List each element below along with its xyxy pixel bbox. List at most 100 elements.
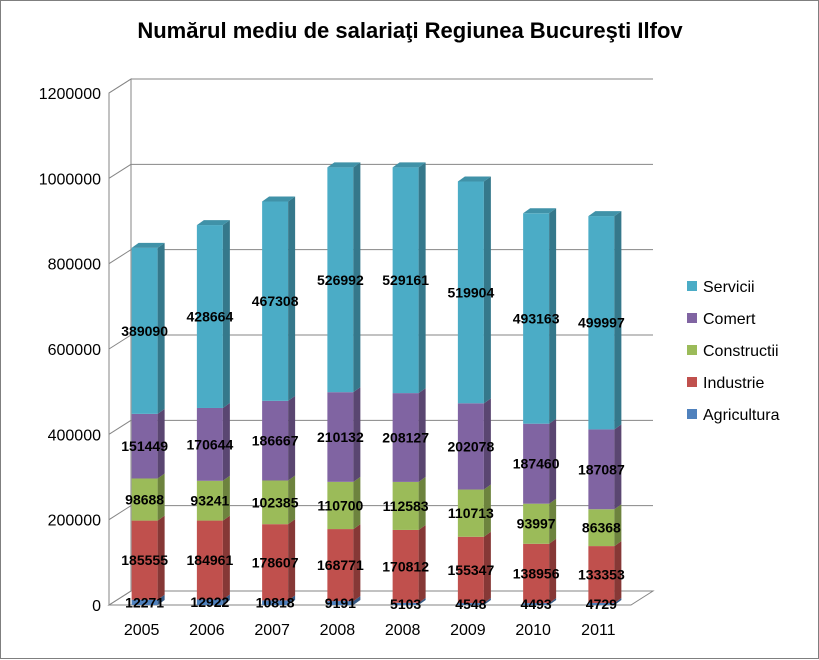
data-label-constructii: 102385 [252, 494, 299, 510]
data-label-servicii: 467308 [252, 293, 299, 309]
data-label-agricultura: 12271 [125, 594, 164, 610]
data-label-agricultura: 10818 [256, 595, 295, 611]
bar-segment-comert [196, 407, 223, 481]
legend-swatch-industrie [687, 377, 697, 387]
data-label-industrie: 185555 [121, 552, 168, 568]
bar-side-comert [353, 387, 361, 482]
bar-side-industrie [157, 515, 165, 600]
y-tick-label: 1200000 [39, 86, 101, 103]
bar-side-servicii [353, 162, 361, 393]
data-label-constructii: 93241 [190, 493, 229, 509]
bar-segment-comert [327, 392, 354, 482]
bar-side-comert [483, 398, 491, 490]
data-label-constructii: 86368 [582, 520, 621, 536]
x-tick-label: 2005 [124, 622, 160, 639]
bar-top-servicii [196, 220, 230, 226]
data-label-industrie: 168771 [317, 557, 364, 573]
bar-side-comert [418, 388, 426, 482]
data-label-industrie: 170812 [382, 558, 429, 574]
x-tick-label: 2006 [189, 622, 225, 639]
bar-side-industrie [288, 519, 296, 601]
data-label-industrie: 155347 [448, 562, 495, 578]
bar-side-agricultura [157, 594, 165, 605]
bar-side-agricultura [222, 594, 230, 605]
data-label-agricultura: 4729 [586, 596, 617, 612]
bar-segment-constructii [457, 489, 484, 537]
bar-side-agricultura [549, 598, 557, 605]
legend-label-servicii: Servicii [703, 279, 755, 296]
bar-side-constructii [483, 484, 491, 537]
bar-segment-agricultura [327, 601, 354, 605]
data-label-agricultura: 4493 [521, 596, 552, 612]
data-label-servicii: 529161 [382, 272, 429, 288]
bar-side-servicii [614, 211, 622, 430]
data-label-constructii: 110713 [448, 505, 494, 521]
bar-side-constructii [549, 498, 557, 544]
data-label-servicii: 493163 [513, 310, 560, 326]
data-label-industrie: 178607 [252, 554, 299, 570]
bar-segment-industrie [392, 529, 419, 603]
bar-segment-servicii [196, 225, 223, 408]
data-label-servicii: 519904 [448, 284, 495, 300]
bar-side-constructii [353, 476, 361, 530]
bar-side-agricultura [418, 597, 426, 605]
bar-segment-constructii [131, 478, 158, 521]
bar-side-servicii [157, 242, 165, 414]
data-label-comert: 151449 [121, 438, 168, 454]
bar-segment-agricultura [457, 603, 484, 605]
bar-segment-comert [392, 393, 419, 482]
bar-side-agricultura [614, 597, 622, 605]
bar-side-industrie [549, 538, 557, 604]
legend-swatch-constructii [687, 345, 697, 355]
bar-top-servicii [523, 208, 557, 214]
bar-segment-constructii [327, 481, 354, 530]
y-tick-label: 400000 [48, 427, 101, 444]
x-tick-label: 2011 [581, 622, 616, 639]
bar-segment-agricultura [392, 602, 419, 605]
bar-segment-agricultura [262, 600, 289, 605]
data-label-comert: 210132 [317, 429, 364, 445]
bar-segment-servicii [523, 213, 550, 424]
data-label-comert: 202078 [448, 438, 495, 454]
bar-segment-constructii [523, 503, 550, 544]
data-label-industrie: 133353 [578, 567, 625, 583]
gridline-diagonal [108, 78, 132, 94]
bar-side-constructii [157, 473, 165, 521]
bar-segment-constructii [196, 480, 223, 521]
data-label-constructii: 110700 [317, 497, 363, 513]
bar-top-servicii [131, 242, 165, 248]
data-label-constructii: 93997 [517, 516, 556, 532]
data-label-constructii: 112583 [383, 498, 429, 514]
x-tick-label: 2010 [515, 622, 551, 639]
gridline-diagonal [108, 505, 132, 521]
bar-segment-servicii [131, 247, 158, 414]
bar-side-industrie [614, 541, 622, 603]
bar-top-servicii [588, 211, 622, 217]
bar-segment-industrie [523, 543, 550, 604]
legend-label-constructii: Constructii [703, 343, 779, 360]
data-label-comert: 208127 [382, 430, 429, 446]
bar-top-servicii [457, 176, 491, 182]
legend-label-agricultura: Agricultura [703, 407, 780, 424]
bar-segment-agricultura [588, 602, 615, 605]
bar-segment-comert [131, 413, 158, 479]
gridline-diagonal [108, 163, 132, 179]
gridline-diagonal [108, 590, 132, 606]
bar-side-servicii [483, 176, 491, 404]
bar-side-constructii [288, 475, 296, 525]
data-label-servicii: 389090 [121, 323, 168, 339]
bar-side-comert [288, 395, 296, 481]
bar-segment-agricultura [523, 603, 550, 605]
bar-segment-comert [588, 429, 615, 510]
bar-segment-servicii [457, 181, 484, 404]
data-label-comert: 170644 [187, 436, 234, 452]
gridline-diagonal [108, 334, 132, 350]
data-label-agricultura: 5103 [390, 596, 421, 612]
bar-side-industrie [483, 531, 491, 604]
x-tick-label: 2009 [450, 622, 486, 639]
bar-side-servicii [549, 208, 557, 424]
bar-segment-industrie [588, 546, 615, 603]
bar-top-servicii [392, 162, 426, 168]
bar-side-agricultura [483, 598, 491, 605]
bar-segment-industrie [196, 520, 223, 600]
